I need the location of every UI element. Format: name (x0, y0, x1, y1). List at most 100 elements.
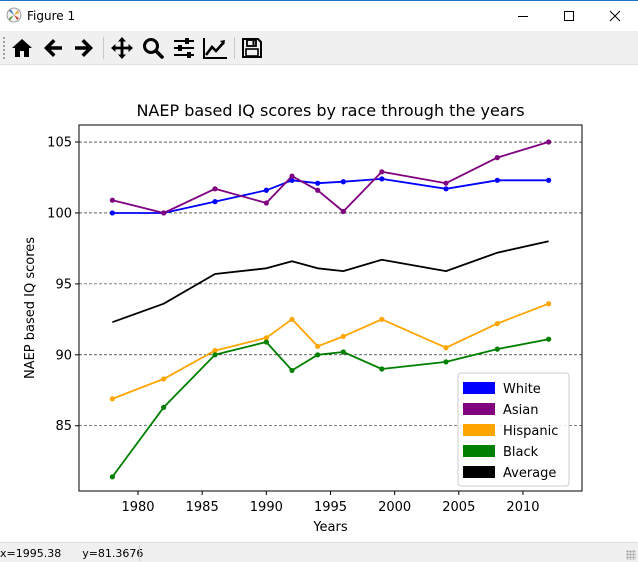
data-point-asian (494, 155, 500, 161)
toolbar-separator (234, 37, 235, 59)
data-point-white (494, 177, 500, 183)
data-point-asian (263, 200, 269, 206)
legend-swatch (463, 382, 495, 394)
figure-canvas[interactable]: 1980 1985 1990 1995 2000 2005 2010 85 90 95 100 10… (0, 65, 638, 542)
floppy-disk-icon (242, 38, 262, 58)
data-point-white (263, 187, 269, 193)
data-point-white (443, 186, 449, 192)
data-point-black (494, 346, 500, 352)
series-asian (109, 139, 552, 216)
data-point-white (340, 179, 346, 185)
subplots-button[interactable] (170, 34, 198, 62)
series-line-average (112, 240, 549, 324)
data-point-hispanic (494, 321, 500, 327)
data-point-white (546, 177, 552, 183)
resize-grip[interactable] (626, 550, 636, 560)
series-white (109, 176, 552, 216)
data-point-white (289, 177, 295, 183)
x-tick-label: 1985 (186, 500, 219, 515)
data-point-white (212, 199, 218, 205)
series-line-asian (112, 141, 549, 214)
data-point-black (289, 367, 295, 374)
x-tick-label: 2010 (506, 500, 539, 515)
back-button[interactable] (39, 34, 67, 62)
y-tick-label: 90 (55, 348, 72, 363)
legend-label: Average (503, 466, 556, 481)
data-point-asian (546, 139, 552, 145)
data-point-asian (109, 197, 115, 203)
data-point-asian (289, 173, 295, 179)
minimize-button[interactable] (500, 1, 546, 31)
data-point-asian (340, 208, 346, 215)
window-title: Figure 1 (27, 9, 76, 23)
navigation-toolbar (0, 31, 638, 65)
x-tick-label: 1990 (250, 500, 283, 515)
data-point-asian (212, 186, 218, 192)
data-point-black (109, 474, 115, 480)
home-button[interactable] (8, 34, 36, 62)
data-series (109, 139, 552, 480)
sliders-icon (174, 38, 194, 58)
matplotlib-app-icon (6, 7, 22, 23)
y-axis-label: NAEP based IQ scores (23, 237, 38, 379)
toolbar-grip[interactable] (2, 36, 6, 60)
series-average (112, 240, 549, 324)
x-tick-label: 2005 (442, 500, 475, 515)
magnifier-icon (143, 38, 164, 59)
save-button[interactable] (238, 34, 266, 62)
data-point-asian (379, 169, 385, 175)
data-point-black (263, 339, 269, 345)
data-point-white (379, 176, 385, 182)
legend-swatch (463, 403, 495, 415)
cursor-x-readout: x=1995.38 (0, 547, 62, 560)
data-point-hispanic (340, 333, 346, 339)
edit-axis-button[interactable] (201, 34, 229, 62)
cursor-coordinates: x=1995.38 y=81.3676 (0, 547, 143, 560)
data-point-hispanic (161, 376, 167, 382)
window-titlebar: Figure 1 (0, 0, 638, 31)
data-point-asian (315, 187, 321, 193)
home-icon (12, 39, 32, 57)
close-icon (609, 10, 621, 22)
data-point-black (340, 349, 346, 355)
status-bar: x=1995.38 y=81.3676 (0, 542, 638, 562)
data-point-black (546, 336, 552, 342)
legend-swatch (463, 445, 495, 457)
status-divider (139, 545, 140, 561)
series-line-white (112, 178, 549, 214)
data-point-black (443, 359, 449, 365)
x-axis-ticks: 1980 1985 1990 1995 2000 2005 2010 (121, 491, 540, 515)
data-point-hispanic (263, 335, 269, 341)
y-tick-label: 85 (55, 419, 72, 434)
chart-title: NAEP based IQ scores by race through the… (136, 101, 524, 120)
x-axis-label: Years (312, 520, 348, 535)
legend-label: Asian (503, 403, 538, 418)
data-point-hispanic (109, 396, 115, 402)
zoom-button[interactable] (139, 34, 167, 62)
line-chart-icon (203, 38, 227, 59)
data-point-black (212, 352, 218, 358)
x-tick-label: 1995 (314, 500, 347, 515)
data-point-hispanic (379, 316, 385, 322)
y-tick-label: 100 (47, 206, 72, 221)
toolbar-separator (103, 37, 104, 59)
legend-swatch (463, 466, 495, 478)
legend-label: Black (503, 445, 539, 460)
series-black (109, 336, 552, 480)
legend-box (457, 372, 570, 487)
forward-button[interactable] (70, 34, 98, 62)
arrow-left-icon (44, 39, 62, 57)
close-button[interactable] (592, 1, 638, 31)
pan-button[interactable] (108, 34, 136, 62)
series-hispanic (109, 301, 552, 402)
data-point-asian (443, 180, 449, 186)
minimize-icon (518, 16, 528, 17)
legend-label: White (503, 382, 541, 397)
maximize-button[interactable] (546, 1, 592, 31)
line-chart[interactable]: 1980 1985 1990 1995 2000 2005 2010 85 90 95 100 10… (0, 65, 638, 542)
data-point-hispanic (212, 347, 218, 354)
legend-swatch (463, 424, 495, 436)
arrow-right-icon (75, 39, 93, 57)
cursor-y-readout: y=81.3676 (82, 547, 144, 560)
legend-label: Hispanic (503, 424, 558, 439)
